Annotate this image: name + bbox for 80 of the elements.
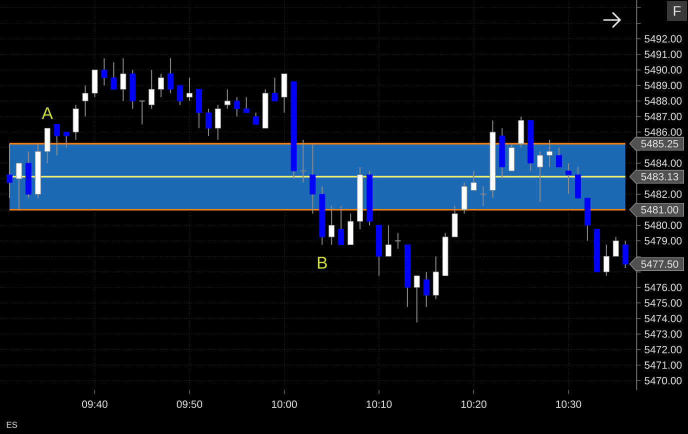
candlestick <box>205 108 212 136</box>
candlestick <box>394 232 402 250</box>
candlestick <box>328 205 335 246</box>
y-tick-label: 5484.00 <box>644 159 682 167</box>
y-tick-label: 5489.00 <box>644 82 682 90</box>
candlestick <box>120 58 126 102</box>
y-tick-label: 5470.00 <box>644 376 682 384</box>
y-tick-label: 5473.00 <box>644 330 682 338</box>
candlestick <box>224 88 230 110</box>
candlestick <box>148 69 155 110</box>
annotation: A <box>42 107 53 119</box>
candlestick <box>234 96 240 118</box>
y-tick-label: 5487.00 <box>644 112 682 120</box>
y-tick-label: 5474.00 <box>644 314 682 322</box>
candlestick <box>612 236 619 257</box>
candlestick <box>272 77 278 102</box>
candlestick <box>72 104 79 140</box>
text: F <box>674 6 681 16</box>
candlestick <box>82 84 88 118</box>
y-tick-label: 5486.00 <box>644 128 682 136</box>
x-tick-label: 09:50 <box>176 400 202 408</box>
candlestick <box>177 84 184 106</box>
ref-line-label: 5483.13 <box>641 172 678 180</box>
candlestick <box>470 170 477 191</box>
candlestick <box>92 69 98 98</box>
y-tick-label: 5471.00 <box>644 361 682 369</box>
candlestick <box>556 147 562 168</box>
candlestick <box>414 275 420 323</box>
candlestick <box>310 143 316 214</box>
candlestick <box>168 58 174 94</box>
candlestick <box>63 132 70 148</box>
y-tick-label: 5475.00 <box>644 299 682 307</box>
x-tick-label: 09:40 <box>82 400 108 408</box>
candlestick <box>243 96 250 114</box>
candlestick <box>110 62 117 90</box>
x-tick-label: 10:30 <box>556 400 582 408</box>
y-tick-label: 5479.00 <box>644 237 682 245</box>
x-tick-label: 10:00 <box>272 400 297 408</box>
candlestick <box>252 112 259 125</box>
y-tick-label: 5480.00 <box>644 222 682 230</box>
annotation: B <box>318 256 327 269</box>
candlestick <box>101 58 108 86</box>
candlestick <box>518 116 524 148</box>
candlestick <box>214 104 221 140</box>
candlestick <box>537 150 544 202</box>
text: ES <box>6 422 18 428</box>
candlestick <box>622 240 628 269</box>
y-tick-label: 5491.00 <box>644 50 682 58</box>
candlestick <box>461 182 468 214</box>
text: 5477.50 <box>641 260 678 268</box>
candlestick <box>54 124 60 156</box>
y-tick-label: 5490.00 <box>644 66 682 74</box>
candlestick <box>574 166 581 199</box>
y-tick-label: 5488.00 <box>644 97 682 105</box>
candlestick <box>6 143 12 199</box>
candlestick <box>44 128 50 164</box>
candlestick <box>452 205 458 238</box>
candlestick <box>158 73 164 98</box>
candlestick <box>546 139 553 168</box>
candlestick <box>186 77 192 102</box>
candlestick <box>508 143 515 172</box>
y-tick-label: 5472.00 <box>644 346 682 354</box>
candlestick <box>480 186 487 206</box>
y-tick-label: 5482.00 <box>644 190 682 198</box>
candlestick <box>603 244 610 276</box>
candlestick <box>423 271 430 308</box>
ref-line-label: 5485.25 <box>641 140 678 148</box>
candlestick <box>385 224 392 257</box>
x-tick-label: 10:10 <box>366 400 392 408</box>
x-tick-label: 10:20 <box>461 400 486 408</box>
ref-line-label: 5481.00 <box>641 206 678 214</box>
y-tick-label: 5492.00 <box>644 35 682 43</box>
candlestick <box>16 162 22 210</box>
candlestick <box>348 213 354 246</box>
candlestick <box>281 73 288 114</box>
candlestick <box>338 205 344 246</box>
y-tick-label: 5476.00 <box>644 284 682 292</box>
candlestick <box>566 162 572 195</box>
candlestick <box>432 256 439 300</box>
candlestick <box>196 88 202 129</box>
